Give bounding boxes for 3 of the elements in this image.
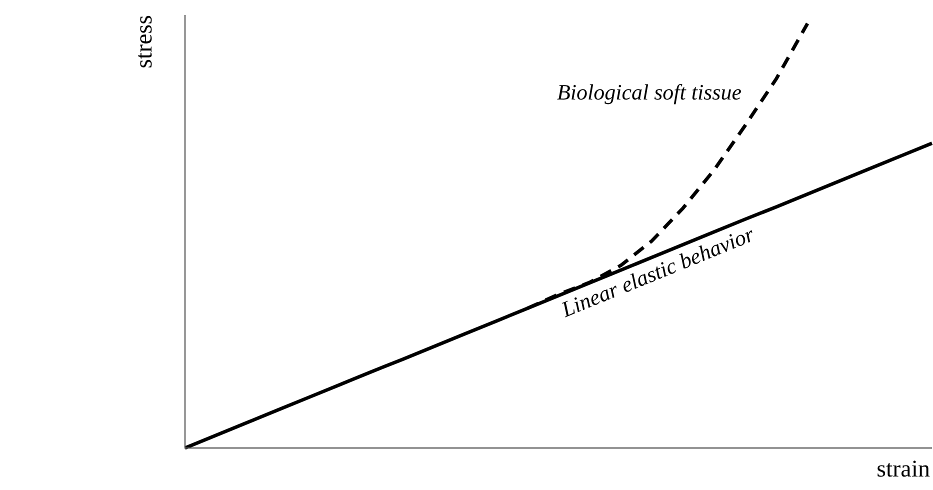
y-axis-title: stress: [131, 15, 158, 68]
x-axis-title: strain: [876, 456, 930, 482]
series-label: Biological soft tissue: [556, 79, 742, 104]
